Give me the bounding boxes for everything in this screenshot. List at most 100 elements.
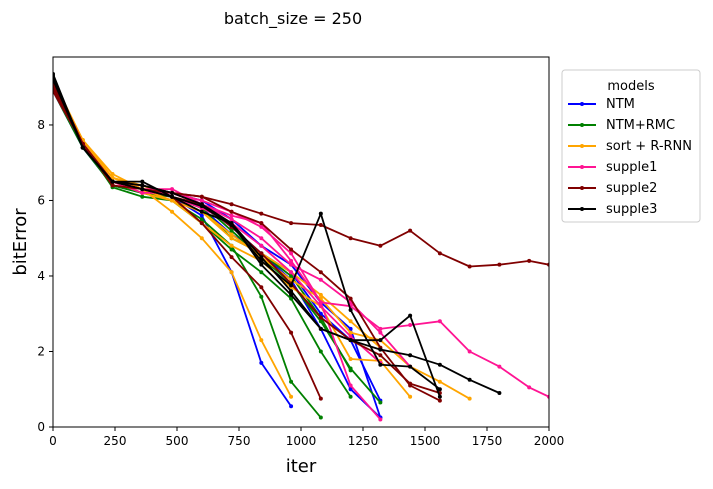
data-point [348, 394, 353, 399]
legend-label: NTM [606, 97, 635, 112]
series-line [53, 75, 441, 398]
data-point [318, 315, 323, 320]
data-point [318, 326, 323, 331]
data-point [289, 394, 294, 399]
data-point [140, 187, 145, 192]
data-point [437, 398, 442, 403]
data-point [259, 285, 264, 290]
data-point [140, 183, 145, 188]
data-point [229, 255, 234, 260]
data-point [199, 194, 204, 199]
data-point [229, 221, 234, 226]
data-point [259, 236, 264, 241]
x-axis-ticks: 0 250 500 750 1000 1250 1500 1750 2000 [49, 427, 564, 448]
data-point [467, 349, 472, 354]
data-point [348, 338, 353, 343]
series-line [53, 79, 500, 394]
data-point [289, 262, 294, 267]
data-point [408, 323, 413, 328]
x-tick-label: 750 [228, 434, 251, 448]
data-point [80, 145, 85, 150]
data-point [140, 194, 145, 199]
x-tick-label: 1500 [410, 434, 441, 448]
data-point [259, 243, 264, 248]
data-point [497, 262, 502, 267]
series-supple3 [53, 71, 502, 399]
data-point [318, 304, 323, 309]
data-point [408, 313, 413, 318]
data-point [110, 179, 115, 184]
data-point [318, 211, 323, 216]
data-point [318, 300, 323, 305]
data-point [318, 277, 323, 282]
data-point [229, 202, 234, 207]
data-point [408, 364, 413, 369]
data-point [348, 357, 353, 362]
data-point [348, 334, 353, 339]
data-point [259, 338, 264, 343]
plot-area: 0 250 500 750 1000 1250 1500 1750 2000 0 2 4 6 8 [37, 56, 564, 448]
data-point [259, 224, 264, 229]
x-tick-label: 250 [104, 434, 127, 448]
data-point [289, 283, 294, 288]
data-point [170, 194, 175, 199]
data-point [318, 270, 323, 275]
y-tick-label: 2 [37, 344, 45, 358]
data-point [170, 198, 175, 203]
data-point [289, 247, 294, 252]
data-point [289, 258, 294, 263]
legend-swatch-marker [580, 165, 584, 169]
legend-swatch-marker [580, 144, 584, 148]
data-point [378, 243, 383, 248]
data-point [318, 223, 323, 228]
data-point [467, 264, 472, 269]
data-point [289, 251, 294, 256]
data-point [348, 368, 353, 373]
data-point [348, 326, 353, 331]
data-point [259, 251, 264, 256]
data-point [199, 198, 204, 203]
legend-label: supple2 [606, 181, 657, 196]
data-point [408, 228, 413, 233]
data-point [229, 247, 234, 252]
x-axis-label: iter [286, 456, 317, 477]
data-point [437, 319, 442, 324]
data-point [408, 353, 413, 358]
data-point [259, 211, 264, 216]
y-tick-label: 8 [37, 118, 45, 132]
x-tick-label: 0 [49, 434, 57, 448]
x-tick-label: 1750 [472, 434, 503, 448]
data-point [318, 415, 323, 420]
x-tick-label: 500 [166, 434, 189, 448]
data-point [378, 330, 383, 335]
data-point [318, 396, 323, 401]
data-point [467, 396, 472, 401]
data-point [229, 232, 234, 237]
data-point [378, 353, 383, 358]
y-tick-label: 0 [37, 420, 45, 434]
data-point [170, 187, 175, 192]
data-point [289, 289, 294, 294]
data-point [318, 292, 323, 297]
data-point [289, 379, 294, 384]
data-point [348, 307, 353, 312]
data-point [229, 217, 234, 222]
data-point [259, 221, 264, 226]
data-point [378, 400, 383, 405]
legend-label: NTM+RMC [606, 118, 675, 133]
x-tick-label: 2000 [534, 434, 565, 448]
data-point [348, 387, 353, 392]
legend-label: sort + R-RNN [606, 139, 692, 154]
data-point [289, 292, 294, 297]
data-point [437, 362, 442, 367]
data-point [199, 221, 204, 226]
data-point [229, 209, 234, 214]
data-point [348, 330, 353, 335]
legend: models NTM NTM+RMC sort + R-RNN supple1 supp… [561, 69, 701, 223]
legend-items: NTM NTM+RMC sort + R-RNN supple1 supple2 supp… [568, 97, 692, 217]
legend-swatch-marker [580, 102, 584, 106]
data-point [437, 251, 442, 256]
data-point [348, 319, 353, 324]
data-point [289, 273, 294, 278]
